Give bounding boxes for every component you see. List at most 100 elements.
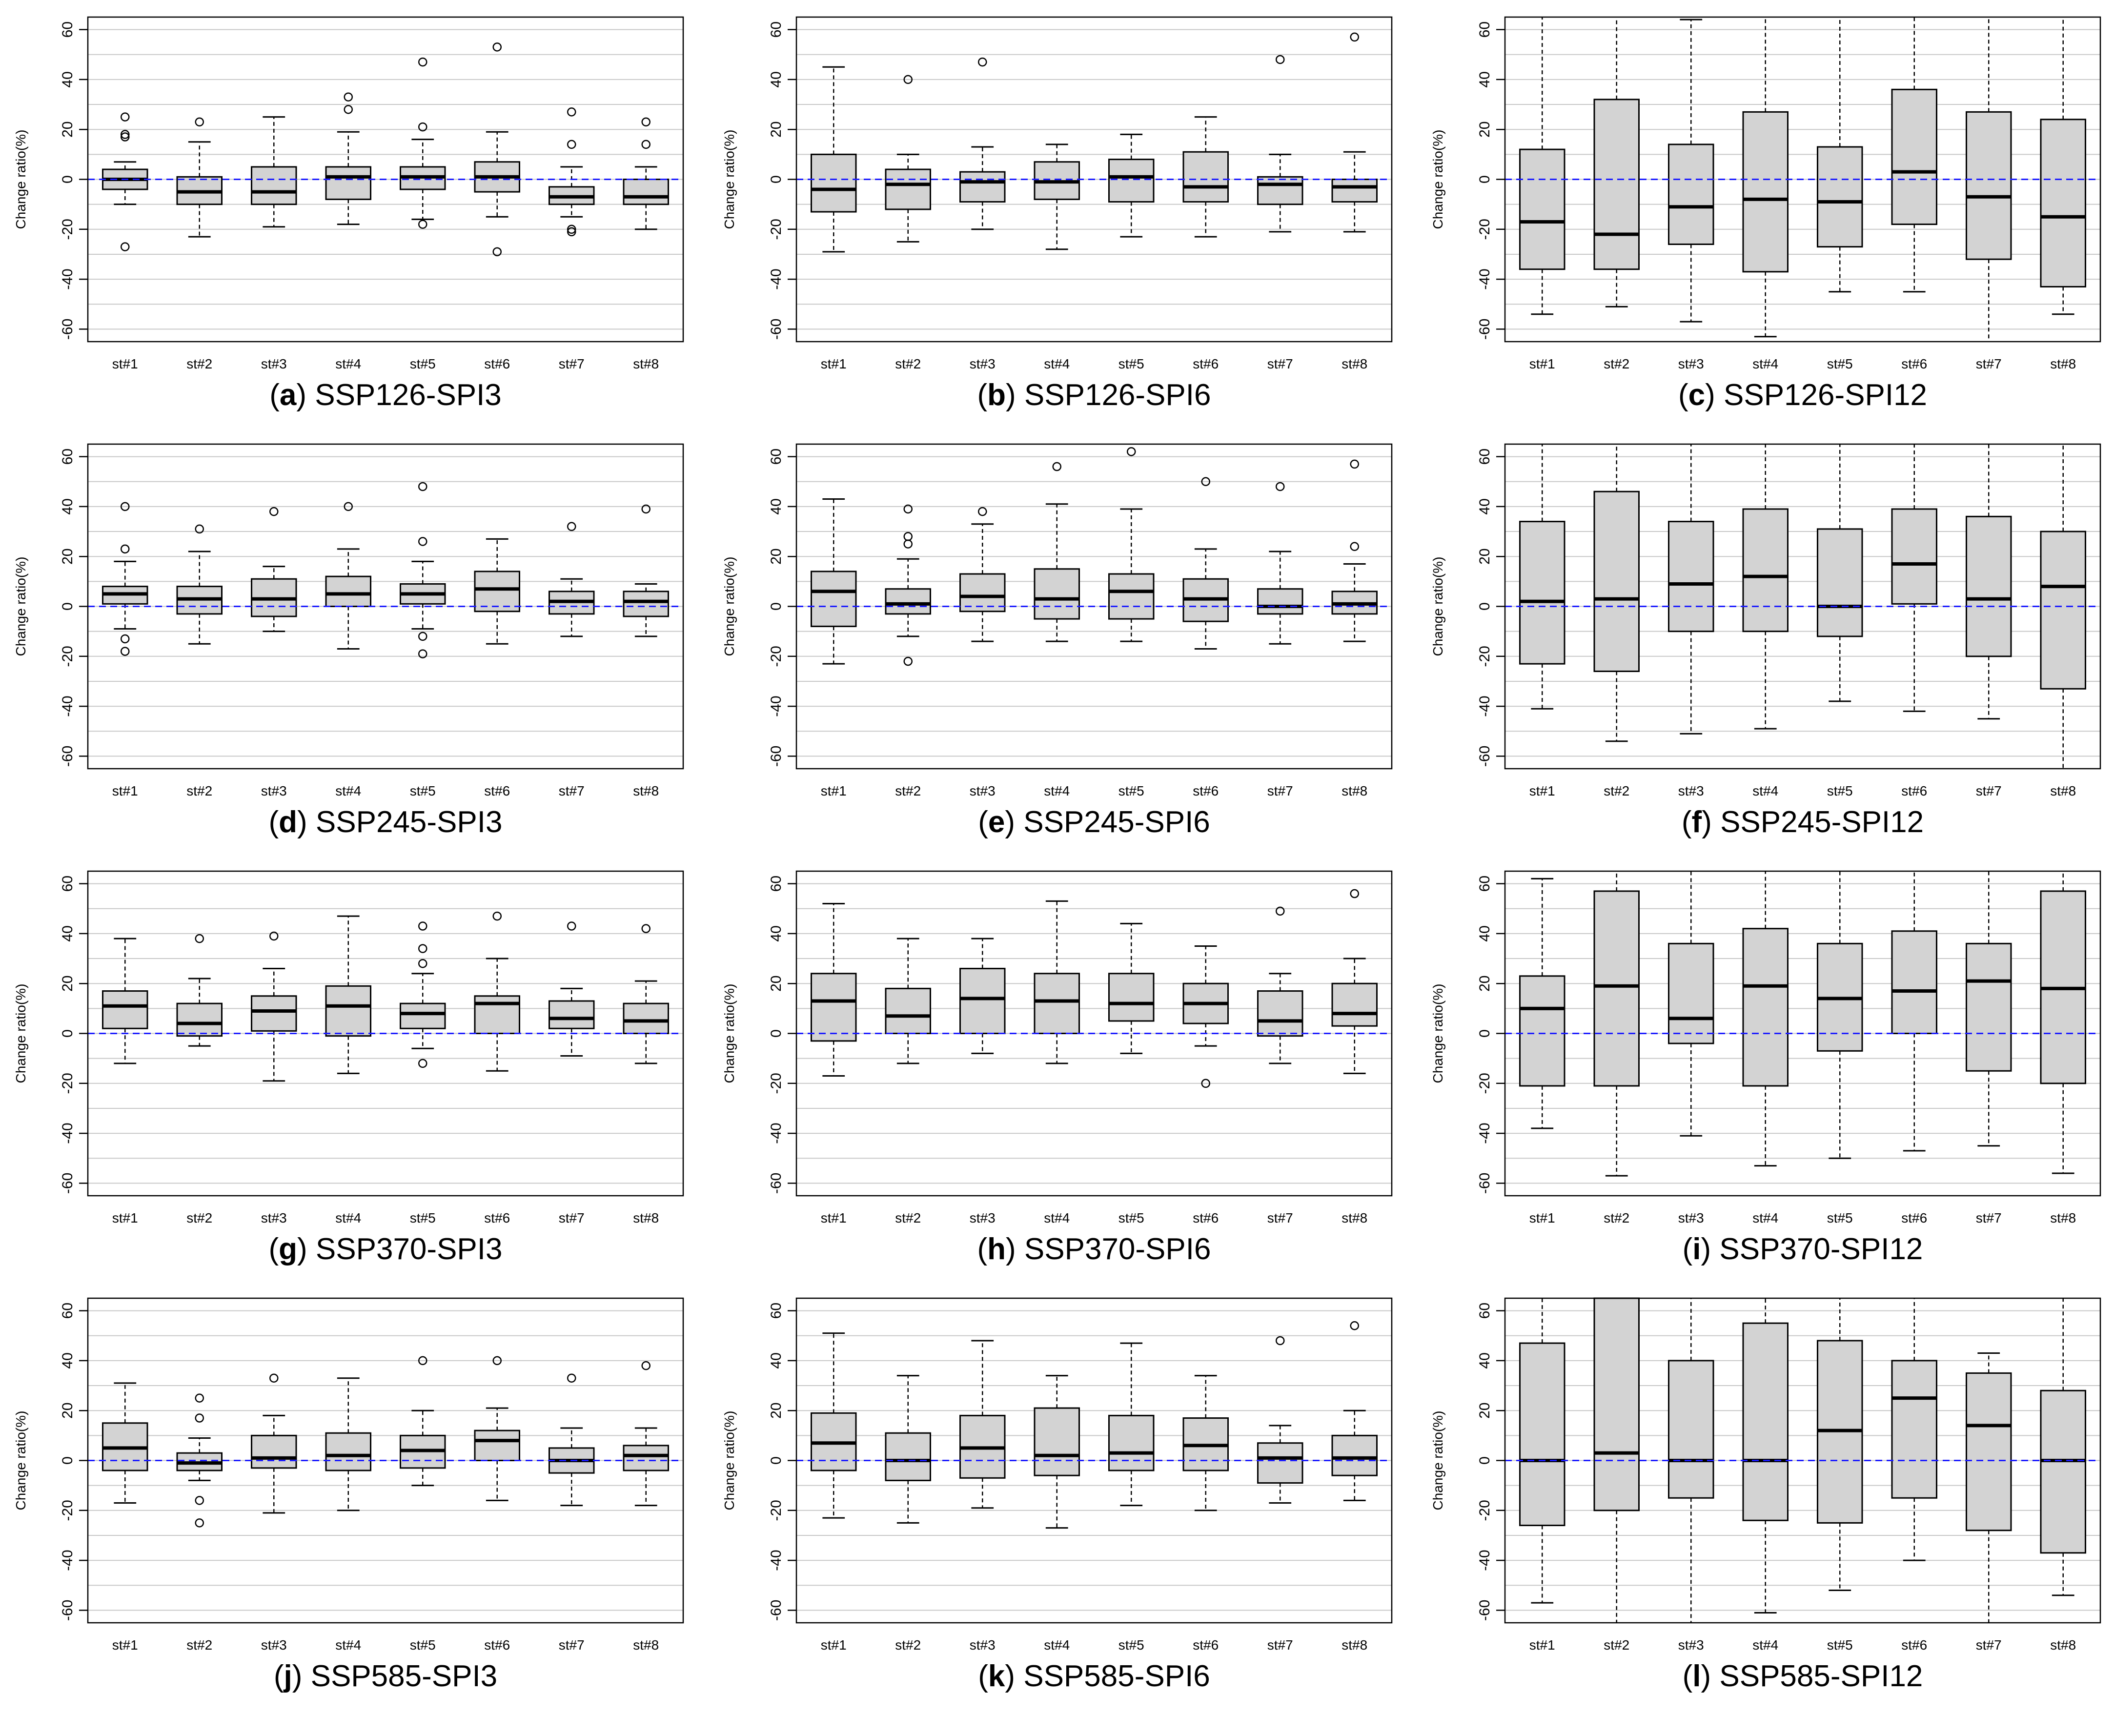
outlier-point (121, 132, 130, 142)
panel-letter: b (987, 378, 1006, 412)
outlier-point (567, 522, 576, 531)
box-iqr (1257, 176, 1303, 205)
box-st#6 (1891, 1298, 1937, 1561)
x-tick-label: st#2 (1604, 1637, 1629, 1653)
box-st#2 (1593, 444, 1640, 742)
x-tick-label: st#7 (559, 1637, 585, 1653)
outlier-point (641, 1361, 650, 1370)
y-tick-label: 60 (1477, 1303, 1493, 1319)
box-iqr (1257, 588, 1303, 615)
y-tick-label: 20 (60, 976, 76, 992)
box-st#8 (623, 1361, 669, 1507)
outlier-point (418, 537, 427, 546)
y-tick-label: -40 (60, 1550, 76, 1571)
y-axis-label: Change ratio(%) (13, 1411, 28, 1511)
outlier-point (641, 924, 650, 933)
box-st#5 (1108, 447, 1155, 642)
x-tick-label: st#6 (484, 783, 510, 798)
outlier-point (121, 647, 130, 656)
outlier-point (121, 544, 130, 554)
box-iqr (1742, 1322, 1789, 1521)
box-iqr (1668, 521, 1714, 633)
x-tick-label: st#4 (335, 1637, 361, 1653)
box-iqr (1966, 942, 2012, 1072)
box-iqr (811, 571, 857, 627)
panel-caption: (c) SSP126-SPI12 (1678, 378, 1927, 412)
x-tick-label: st#1 (112, 783, 138, 798)
outlier-point (903, 504, 913, 514)
x-tick-label: st#4 (1752, 1210, 1778, 1225)
outlier-point (195, 934, 204, 943)
box-iqr (1519, 521, 1565, 665)
box-st#1 (1519, 17, 1565, 315)
outlier-point (567, 140, 576, 149)
x-tick-label: st#6 (484, 1637, 510, 1653)
panel-letter: i (1692, 1232, 1701, 1266)
x-tick-label: st#8 (633, 1210, 659, 1225)
x-tick-label: st#4 (335, 356, 361, 371)
box-st#4 (325, 502, 371, 650)
panel-letter: h (987, 1232, 1006, 1266)
box-st#1 (1519, 444, 1565, 710)
panel-caption: (a) SSP126-SPI3 (269, 378, 502, 412)
box-st#2 (885, 1375, 931, 1524)
panel-caption: (f) SSP245-SPI12 (1682, 805, 1924, 839)
x-tick-label: st#8 (2050, 1637, 2076, 1653)
panel-letter: j (283, 1659, 292, 1693)
box-st#4 (1742, 871, 1789, 1167)
x-tick-label: st#2 (186, 356, 212, 371)
box-st#1 (811, 498, 857, 665)
y-tick-label: -60 (60, 1173, 76, 1194)
box-st#3 (251, 1373, 297, 1514)
y-tick-label: -20 (768, 646, 784, 667)
x-tick-label: st#5 (410, 1210, 436, 1225)
chart-panel-h: -60 -40 -20 0 20 40 60 Change ratio(%) st#1 st#2 s… (722, 870, 1393, 1266)
outlier-point (903, 532, 913, 541)
box-iqr (885, 588, 931, 615)
panel-caption: (i) SSP370-SPI12 (1683, 1232, 1923, 1266)
x-tick-label: st#3 (1678, 783, 1704, 798)
y-axis-label: Change ratio(%) (1430, 557, 1445, 656)
y-tick-label: 20 (1477, 122, 1493, 138)
box-st#1 (102, 112, 148, 251)
y-tick-label: -40 (1477, 1550, 1493, 1571)
box-st#2 (885, 504, 931, 666)
box-st#3 (1668, 19, 1714, 323)
outlier-point (903, 539, 913, 549)
box-st#2 (885, 938, 931, 1064)
outlier-point (1201, 1079, 1210, 1088)
panel-title: SSP245-SPI12 (1720, 805, 1924, 839)
box-iqr (474, 1430, 520, 1462)
y-tick-label: -20 (1477, 1073, 1493, 1094)
outlier-point (418, 220, 427, 229)
box-iqr (1108, 573, 1155, 620)
y-tick-label: 20 (768, 549, 784, 565)
x-tick-label: st#3 (261, 783, 287, 798)
box-iqr (1331, 982, 1378, 1027)
outlier-point (121, 242, 130, 251)
x-tick-label: st#2 (895, 1637, 921, 1653)
x-tick-label: st#6 (1901, 783, 1927, 798)
box-iqr (251, 1434, 297, 1469)
box-st#7 (1966, 871, 2012, 1147)
box-st#4 (1742, 1298, 1789, 1614)
x-tick-label: st#1 (112, 356, 138, 371)
box-st#6 (1891, 17, 1937, 293)
y-tick-label: -60 (1477, 319, 1493, 340)
outlier-point (195, 1413, 204, 1423)
chart-panel-d: -60 -40 -20 0 20 40 60 Change ratio(%) st#1 st#2 s… (13, 443, 684, 839)
outlier-point (641, 117, 650, 127)
box-st#6 (1182, 116, 1229, 238)
outlier-point (492, 911, 502, 921)
box-iqr (1257, 1442, 1303, 1484)
outlier-point (418, 921, 427, 931)
x-tick-label: st#1 (821, 1210, 847, 1225)
y-tick-label: -20 (60, 1500, 76, 1521)
box-iqr (959, 171, 1006, 203)
outlier-point (1201, 477, 1210, 486)
x-tick-label: st#4 (1752, 1637, 1778, 1653)
x-tick-label: st#6 (1193, 1637, 1219, 1653)
panel-letter: f (1692, 805, 1702, 839)
box-st#6 (1182, 1375, 1229, 1511)
